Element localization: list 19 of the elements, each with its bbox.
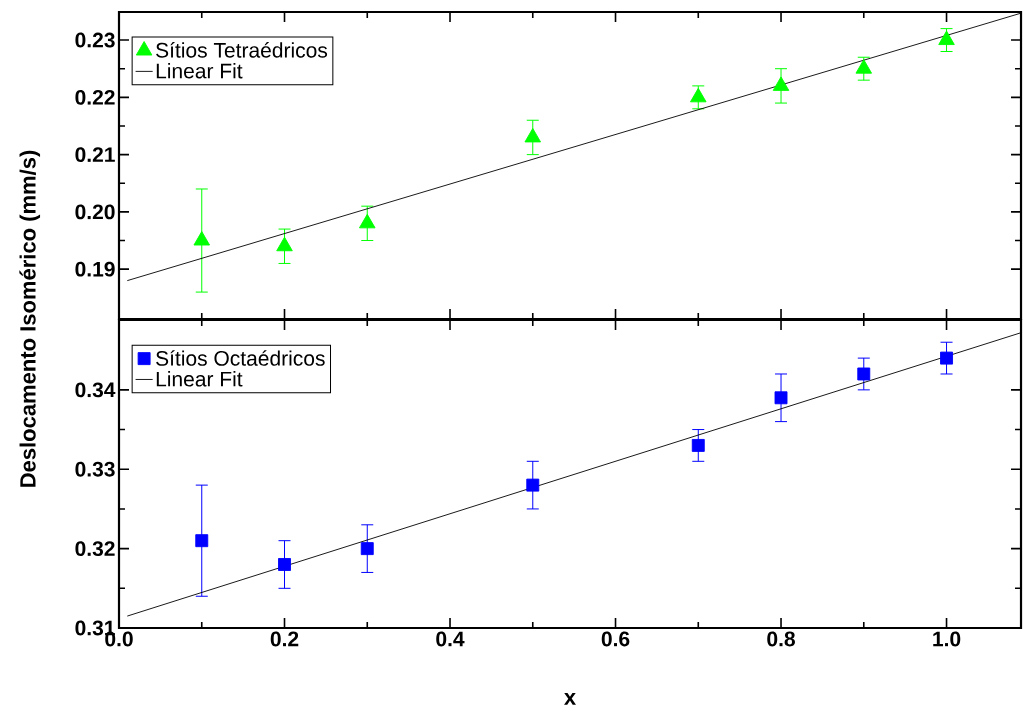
y-tick-label: 0.19 [75,261,115,277]
x-tick-label: 0.8 [767,631,795,647]
legend-label: Sítios Tetraédricos [156,42,328,58]
y-axis-title: Deslocamento Isomérico (mm/s) [19,150,41,487]
x-tick-label: 0.4 [436,631,465,647]
y-tick-label: 0.34 [75,382,116,398]
legend-label: Sítios Octaédricos [156,350,325,366]
legend-label: Linear Fit [156,371,243,387]
x-tick-label: 1.0 [933,631,961,647]
x-tick-label: 0.6 [601,631,630,647]
x-tick-label: 0.2 [270,631,299,647]
legend-label: Linear Fit [156,63,243,79]
y-tick-label: 0.23 [75,32,115,48]
y-tick-label: 0.21 [75,147,115,163]
x-axis-title: x [564,693,576,705]
y-tick-label: 0.32 [75,541,115,557]
y-tick-label: 0.20 [75,204,115,220]
y-tick-label: 0.33 [75,461,115,477]
y-tick-label: 0.22 [75,89,115,105]
